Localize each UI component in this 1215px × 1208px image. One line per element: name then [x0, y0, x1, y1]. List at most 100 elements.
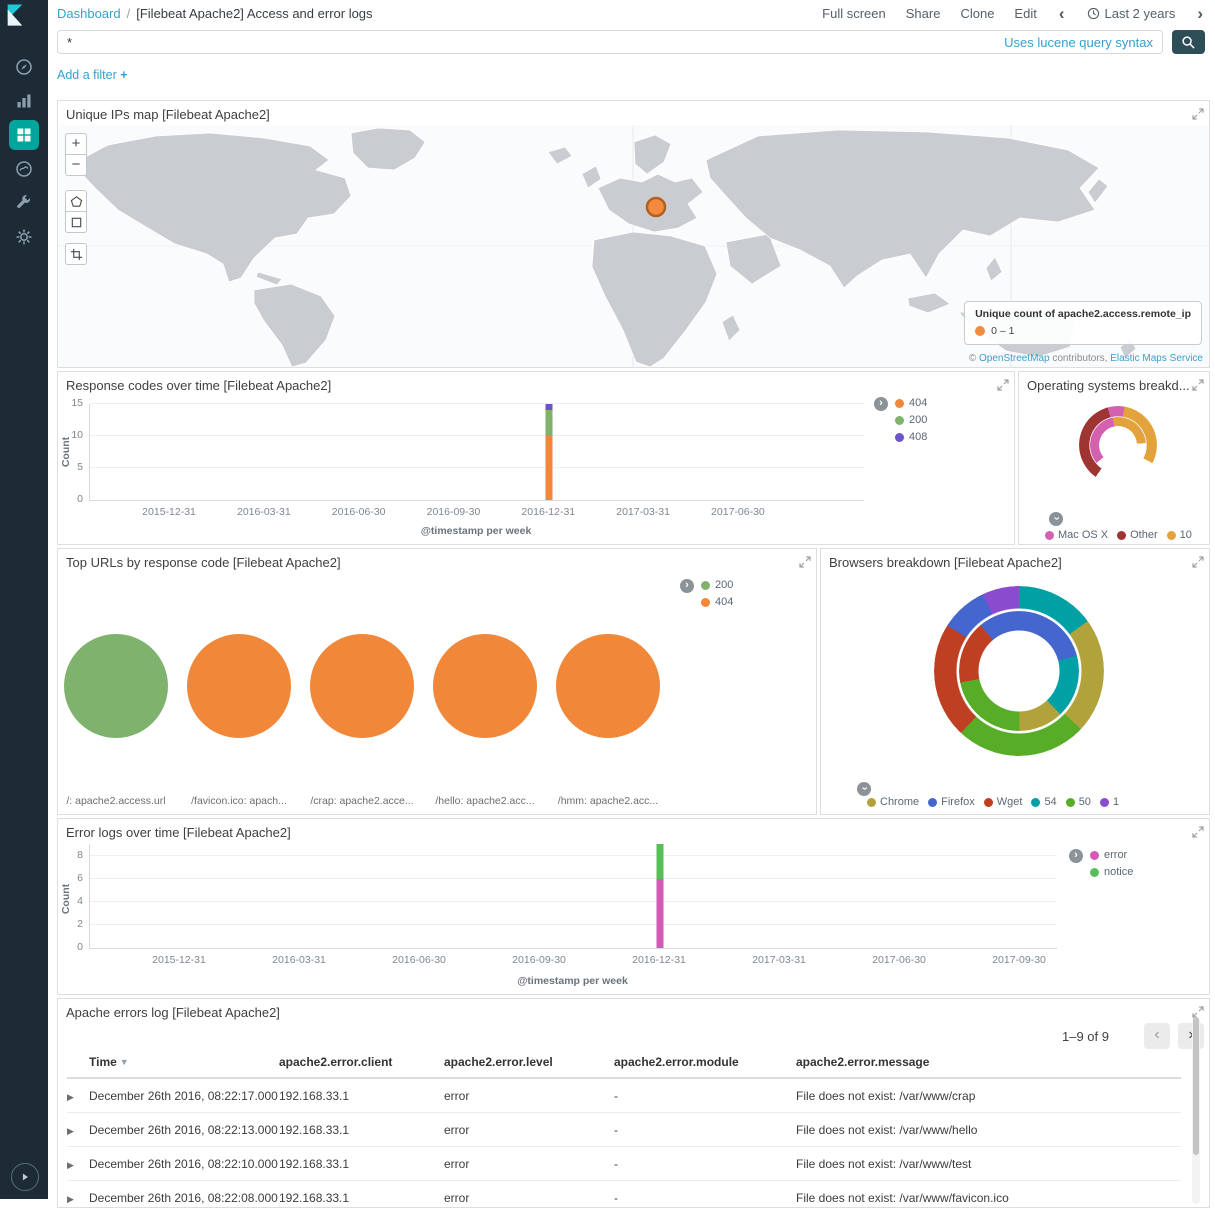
row-expand-icon[interactable]: ▶: [67, 1159, 74, 1170]
row-expand-icon[interactable]: ▶: [67, 1091, 74, 1102]
bar-segment-404[interactable]: [545, 436, 553, 500]
plot-area: [89, 403, 864, 501]
breadcrumb-dashboard-link[interactable]: Dashboard: [57, 6, 121, 21]
legend-toggle[interactable]: ›: [1049, 512, 1063, 526]
row-expand-icon[interactable]: ▶: [67, 1125, 74, 1136]
pie-404[interactable]: [433, 634, 537, 738]
elastic-maps-service-link[interactable]: Elastic Maps Service: [1110, 353, 1203, 364]
bar-2016-12-31[interactable]: [545, 404, 553, 500]
world-map[interactable]: + − Unique count of apache2.access.: [58, 125, 1209, 367]
edit-button[interactable]: Edit: [1014, 6, 1037, 21]
x-tick-label: 2016-03-31: [272, 954, 326, 966]
legend-item-54[interactable]: 54: [1031, 796, 1057, 808]
column-header-message[interactable]: apache2.error.message: [796, 1049, 1181, 1079]
full-screen-button[interactable]: Full screen: [822, 6, 886, 21]
panel-title: Response codes over time [Filebeat Apach…: [66, 378, 332, 393]
expand-panel-icon[interactable]: [1192, 378, 1204, 391]
pie-200[interactable]: [64, 634, 168, 738]
legend-toggle[interactable]: ›: [857, 782, 871, 796]
ip-location-marker[interactable]: [645, 196, 667, 218]
legend-item-10[interactable]: 10: [1166, 529, 1192, 541]
cell-message: File does not exist: /var/www/hello: [796, 1112, 1181, 1147]
sidebar-item-timelion[interactable]: [0, 152, 48, 186]
legend-item-408[interactable]: 408: [895, 431, 927, 443]
draw-rectangle-button[interactable]: [65, 211, 87, 233]
legend-item-Firefox[interactable]: Firefox: [928, 796, 975, 808]
timelion-icon: [9, 154, 39, 184]
cell-level: error: [444, 1078, 614, 1113]
y-tick-label: 15: [71, 397, 83, 409]
sidebar-item-management[interactable]: [0, 220, 48, 254]
y-tick-label: 10: [71, 429, 83, 442]
legend-toggle[interactable]: ›: [680, 579, 694, 593]
gridline: [90, 467, 864, 468]
column-header-client[interactable]: apache2.error.client: [279, 1049, 444, 1079]
legend-item-200[interactable]: 200: [701, 579, 733, 591]
column-header-time[interactable]: Time ▼: [89, 1049, 279, 1079]
column-header-module[interactable]: apache2.error.module: [614, 1049, 796, 1079]
share-button[interactable]: Share: [905, 6, 941, 21]
kibana-logo[interactable]: [0, 0, 48, 50]
fit-bounds-button[interactable]: [65, 243, 87, 265]
next-page-button[interactable]: ›: [1178, 1023, 1204, 1049]
pie-404[interactable]: [556, 634, 660, 738]
time-picker[interactable]: Last 2 years: [1087, 6, 1175, 21]
bar-segment-error[interactable]: [656, 878, 664, 948]
legend-item-Mac OS X[interactable]: Mac OS X: [1045, 529, 1108, 541]
legend-item-Chrome[interactable]: Chrome: [867, 796, 919, 808]
lucene-syntax-link[interactable]: Uses lucene query syntax: [1004, 35, 1153, 50]
legend-label: 200: [909, 414, 928, 426]
map-attribution: © OpenStreetMap contributors, Elastic Ma…: [969, 353, 1203, 364]
sidebar-item-dashboard[interactable]: [0, 118, 48, 152]
clone-button[interactable]: Clone: [960, 6, 995, 21]
sidebar-item-discover[interactable]: [0, 50, 48, 84]
bar-segment-notice[interactable]: [656, 844, 664, 879]
draw-polygon-button[interactable]: [65, 190, 87, 212]
pie-404[interactable]: [310, 634, 414, 738]
previous-page-button[interactable]: ‹: [1144, 1023, 1170, 1049]
legend-item-notice[interactable]: notice: [1090, 866, 1133, 878]
legend-swatch: [1090, 850, 1099, 860]
time-range-forward-button[interactable]: ›: [1197, 4, 1203, 23]
zoom-out-button[interactable]: −: [65, 154, 87, 176]
sidebar-collapse-button[interactable]: [11, 1163, 39, 1191]
bar-segment-200[interactable]: [545, 410, 553, 436]
expand-panel-icon[interactable]: [1192, 1005, 1204, 1018]
dashboard-grid: Unique IPs map [Filebeat Apache2]: [57, 95, 1210, 1208]
expand-panel-icon[interactable]: [997, 378, 1009, 391]
donut-inner-ring[interactable]: [1090, 417, 1146, 473]
legend-toggle[interactable]: ›: [1069, 849, 1083, 863]
column-header-level[interactable]: apache2.error.level: [444, 1049, 614, 1079]
cell-client: 192.168.33.1: [279, 1078, 444, 1113]
donut-inner-ring[interactable]: [959, 611, 1079, 731]
sidebar-item-visualize[interactable]: [0, 84, 48, 118]
legend-item-Wget[interactable]: Wget: [983, 796, 1022, 808]
legend-item-404[interactable]: 404: [895, 397, 927, 409]
scrollbar-thumb[interactable]: [1193, 1017, 1199, 1156]
legend-item-1[interactable]: 1: [1099, 796, 1119, 808]
os-donut-chart[interactable]: [1079, 406, 1157, 484]
table-scrollbar[interactable]: [1192, 1017, 1200, 1204]
legend-item-Other[interactable]: Other: [1117, 529, 1158, 541]
legend-item-404[interactable]: 404: [701, 596, 733, 608]
expand-panel-icon[interactable]: [1192, 825, 1204, 838]
bar-segment-408[interactable]: [545, 404, 553, 411]
bar-2016-12-31[interactable]: [656, 844, 664, 948]
browsers-donut-chart[interactable]: [934, 586, 1104, 756]
add-filter-button[interactable]: Add a filter +: [57, 68, 128, 82]
expand-panel-icon[interactable]: [799, 555, 811, 568]
sidebar-item-dev-tools[interactable]: [0, 186, 48, 220]
pie-404[interactable]: [187, 634, 291, 738]
openstreetmap-link[interactable]: OpenStreetMap: [978, 353, 1050, 364]
legend-swatch: [1065, 797, 1075, 807]
legend-item-50[interactable]: 50: [1065, 796, 1091, 808]
expand-panel-icon[interactable]: [1192, 555, 1204, 568]
expand-panel-icon[interactable]: [1192, 107, 1204, 120]
search-query-input[interactable]: [58, 31, 1162, 53]
legend-item-error[interactable]: error: [1090, 849, 1133, 861]
search-button[interactable]: [1172, 30, 1205, 54]
legend-toggle[interactable]: ›: [874, 397, 888, 411]
zoom-in-button[interactable]: +: [65, 133, 87, 155]
time-range-back-button[interactable]: ‹: [1058, 4, 1065, 23]
legend-item-200[interactable]: 200: [895, 414, 927, 426]
